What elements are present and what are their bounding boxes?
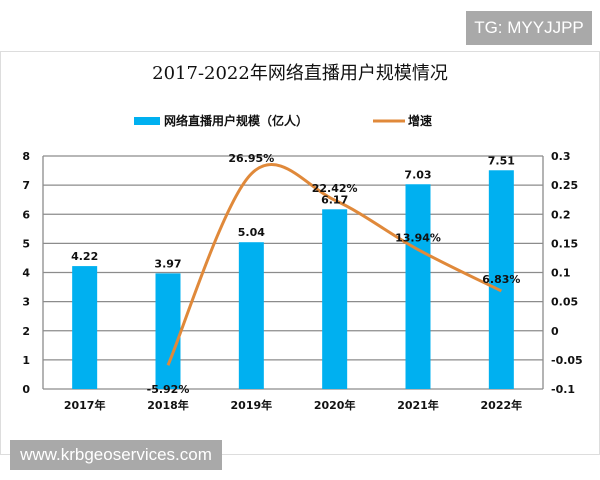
x-tick-label: 2022年 — [481, 398, 523, 412]
left-tick-label: 5 — [22, 237, 30, 250]
growth-value-label: 13.94% — [395, 232, 441, 245]
growth-line — [166, 163, 503, 366]
left-tick-label: 8 — [22, 150, 30, 163]
right-tick-label: 0.25 — [551, 179, 578, 192]
left-tick-label: 1 — [22, 354, 30, 367]
bar-value-label: 3.97 — [154, 257, 181, 270]
bar — [238, 242, 264, 389]
chart-title: 2017-2022年网络直播用户规模情况 — [152, 63, 448, 84]
bar-value-label: 4.22 — [71, 250, 98, 263]
bar-value-label: 7.51 — [488, 154, 515, 167]
left-tick-label: 6 — [22, 208, 30, 221]
x-tick-label: 2018年 — [147, 398, 189, 412]
legend-line-label: 增速 — [408, 113, 432, 128]
right-tick-label: 0.15 — [551, 237, 578, 250]
bar-value-label: 5.04 — [238, 226, 265, 239]
right-tick-label: 0.1 — [551, 267, 571, 280]
left-tick-label: 2 — [22, 325, 30, 338]
growth-value-label: 6.83% — [482, 273, 520, 286]
watermark-tg: TG: MYYJJPP — [466, 11, 592, 45]
x-tick-label: 2021年 — [397, 398, 439, 412]
left-tick-label: 7 — [22, 179, 30, 192]
bar — [72, 266, 98, 389]
bar — [405, 184, 431, 389]
legend-bar-swatch — [134, 117, 160, 125]
right-tick-label: -0.1 — [551, 383, 575, 396]
x-tick-label: 2017年 — [64, 398, 106, 412]
bar-value-label: 6.17 — [321, 193, 348, 206]
left-tick-label: 3 — [22, 296, 30, 309]
bar — [155, 273, 181, 389]
right-tick-label: 0.3 — [551, 150, 571, 163]
growth-value-label: 22.42% — [312, 182, 358, 195]
growth-value-label: 26.95% — [228, 152, 274, 165]
bar — [322, 209, 348, 389]
growth-value-label: -5.92% — [147, 383, 190, 396]
right-tick-label: 0.2 — [551, 208, 571, 221]
watermark-url: www.krbgeoservices.com — [10, 440, 222, 470]
right-tick-label: 0 — [551, 325, 559, 338]
left-tick-label: 0 — [22, 383, 30, 396]
right-tick-label: 0.05 — [551, 296, 578, 309]
bar — [488, 170, 514, 389]
bar-value-label: 7.03 — [404, 168, 431, 181]
right-tick-label: -0.05 — [551, 354, 583, 367]
legend-bar-label: 网络直播用户规模（亿人） — [164, 113, 308, 128]
x-tick-label: 2019年 — [231, 398, 273, 412]
x-tick-label: 2020年 — [314, 398, 356, 412]
left-tick-label: 4 — [22, 267, 30, 280]
